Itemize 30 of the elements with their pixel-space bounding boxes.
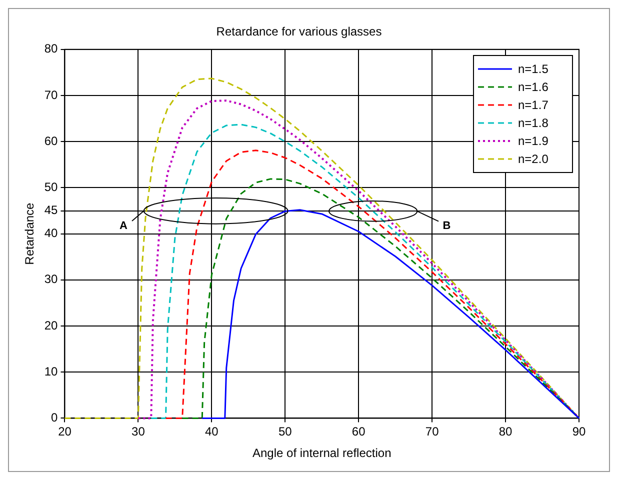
y-tick-label: 70 xyxy=(44,88,58,102)
annotation: A xyxy=(118,218,128,233)
y-tick-label: 80 xyxy=(44,42,58,56)
x-tick-label: 50 xyxy=(278,424,292,439)
x-tick-label: 60 xyxy=(352,424,366,439)
annotation: B xyxy=(442,218,452,233)
x-tick-label: 70 xyxy=(425,424,440,439)
x-tick-label: 20 xyxy=(58,424,72,439)
line-series xyxy=(64,78,580,419)
y-tick-label: 10 xyxy=(44,364,58,378)
x-tick-label: 30 xyxy=(132,424,146,439)
y-tick-label: 45 xyxy=(44,203,58,218)
x-axis-title: Angle of internal reflection xyxy=(252,446,392,460)
legend-label: n=1.6 xyxy=(518,80,548,94)
legend-label: n=1.7 xyxy=(518,98,548,112)
x-tick-label: 90 xyxy=(572,424,586,439)
legend-label: n=2.0 xyxy=(518,152,548,166)
chart-title: Retardance for various glasses xyxy=(216,24,382,39)
x-tick-label: 80 xyxy=(498,424,513,439)
legend-label: n=1.5 xyxy=(518,62,548,76)
y-tick-label: 60 xyxy=(44,134,58,148)
y-tick-label: 40 xyxy=(44,226,58,240)
y-tick-label: 30 xyxy=(44,272,58,286)
y-axis-title: Retardance xyxy=(22,202,37,265)
legend-label: n=1.8 xyxy=(518,116,548,130)
y-tick-label: 50 xyxy=(44,180,58,194)
x-tick-label: 40 xyxy=(204,424,219,439)
y-tick-label: 0 xyxy=(51,410,58,425)
y-tick-label: 20 xyxy=(44,318,58,332)
legend-label: n=1.9 xyxy=(518,134,548,148)
